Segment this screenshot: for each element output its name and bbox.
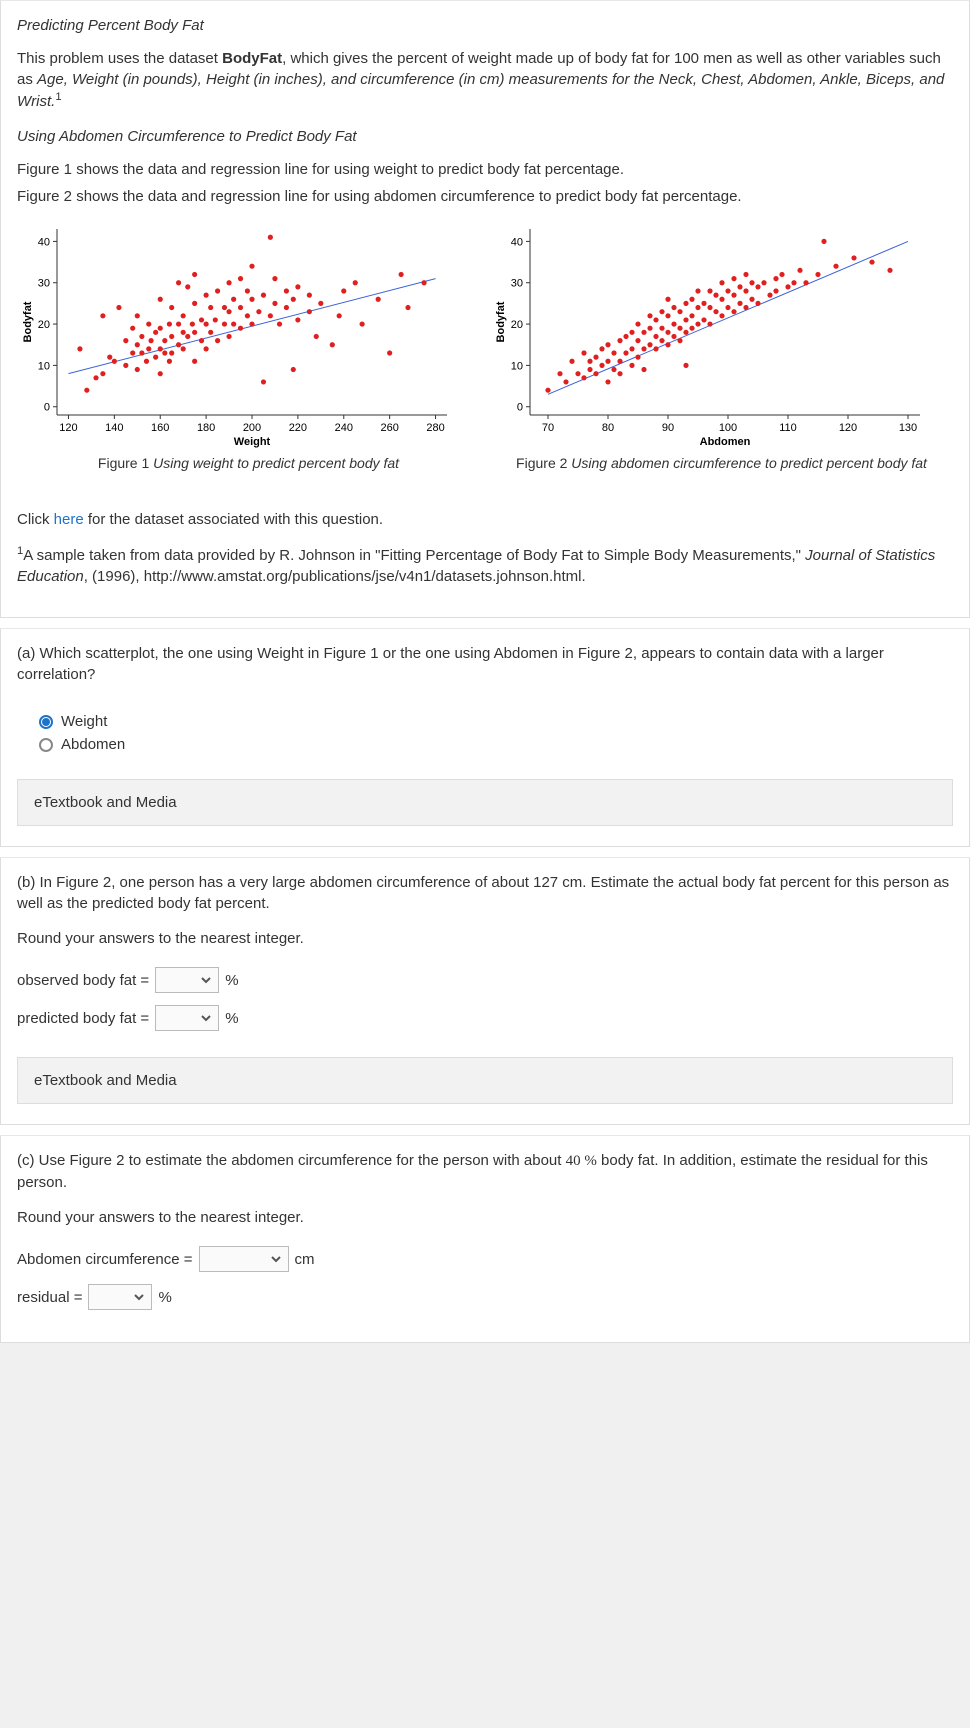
round-instruction: Round your answers to the nearest intege… xyxy=(17,1207,953,1228)
intro-paragraph-1: This problem uses the dataset BodyFat, w… xyxy=(17,48,953,112)
figure2-caption: Figure 2 Using abdomen circumference to … xyxy=(490,455,953,471)
abdomen-circ-input[interactable] xyxy=(199,1246,289,1272)
figure2-desc: Figure 2 shows the data and regression l… xyxy=(17,186,953,207)
figure1-desc: Figure 1 shows the data and regression l… xyxy=(17,159,953,180)
answer-label: Abdomen circumference = xyxy=(17,1251,193,1268)
figure2-scatterplot: 0 10 20 30 40 70 80 90 100 110 120 130 Bodyfat Abdome… xyxy=(490,221,930,451)
question-b-text: (b) In Figure 2, one person has a very l… xyxy=(17,872,953,914)
svg-text:0: 0 xyxy=(44,402,50,414)
answer-label: observed body fat = xyxy=(17,972,149,989)
radio-label: Abdomen xyxy=(61,736,125,753)
footnote-text: 1A sample taken from data provided by R.… xyxy=(17,544,953,587)
unit-label: % xyxy=(225,1010,238,1027)
intro-vars: Age, Weight (in pounds), Height (in inch… xyxy=(17,71,944,110)
chevron-down-icon xyxy=(198,1010,214,1026)
svg-text:280: 280 xyxy=(426,422,444,434)
predicted-bodyfat-row: predicted body fat = % xyxy=(17,1005,953,1031)
predicted-bodyfat-input[interactable] xyxy=(155,1005,219,1031)
svg-text:220: 220 xyxy=(289,422,307,434)
figure1-scatterplot: 0 10 20 30 40 120 140 160 180 200 220 240 260 280 Body… xyxy=(17,221,457,451)
svg-text:40: 40 xyxy=(511,236,523,248)
unit-label: cm xyxy=(295,1251,315,1268)
caption-label: Figure 1 xyxy=(98,455,153,471)
etextbook-media-button[interactable]: eTextbook and Media xyxy=(17,1057,953,1104)
svg-text:180: 180 xyxy=(197,422,215,434)
svg-text:110: 110 xyxy=(779,422,797,434)
svg-text:0: 0 xyxy=(517,402,523,414)
section-subhead: Using Abdomen Circumference to Predict B… xyxy=(17,126,953,147)
dataset-name: BodyFat xyxy=(222,50,282,67)
svg-text:70: 70 xyxy=(542,422,554,434)
svg-text:90: 90 xyxy=(662,422,674,434)
footnote-ref: 1 xyxy=(55,91,61,103)
svg-text:100: 100 xyxy=(719,422,737,434)
svg-text:10: 10 xyxy=(38,360,50,372)
observed-bodyfat-row: observed body fat = % xyxy=(17,967,953,993)
dataset-link-line: Click here for the dataset associated wi… xyxy=(17,509,953,530)
figure2-block: 0 10 20 30 40 70 80 90 100 110 120 130 Bodyfat Abdome… xyxy=(490,221,953,471)
unit-label: % xyxy=(225,972,238,989)
intro-text: This problem uses the dataset xyxy=(17,50,222,67)
svg-text:80: 80 xyxy=(602,422,614,434)
caption-label: Figure 2 xyxy=(516,455,571,471)
question-b-panel: (b) In Figure 2, one person has a very l… xyxy=(0,857,970,1125)
round-instruction: Round your answers to the nearest intege… xyxy=(17,928,953,949)
svg-text:Abdomen: Abdomen xyxy=(700,436,751,448)
svg-text:130: 130 xyxy=(899,422,917,434)
footnote-block: Click here for the dataset associated wi… xyxy=(17,509,953,587)
svg-text:240: 240 xyxy=(335,422,353,434)
observed-bodyfat-input[interactable] xyxy=(155,967,219,993)
question-c-panel: (c) Use Figure 2 to estimate the abdomen… xyxy=(0,1135,970,1343)
radio-group-a: Weight Abdomen xyxy=(39,713,953,753)
unit-label: % xyxy=(158,1289,171,1306)
answer-label: residual = xyxy=(17,1289,82,1306)
chevron-down-icon xyxy=(198,972,214,988)
text: A sample taken from data provided by R. … xyxy=(23,547,805,564)
svg-text:40: 40 xyxy=(38,236,50,248)
chevron-down-icon xyxy=(268,1251,284,1267)
charts-row: 010203040120140160180200220240260280Body… xyxy=(17,221,953,471)
page-title: Predicting Percent Body Fat xyxy=(17,15,953,36)
math-value: 40 % xyxy=(566,1153,597,1169)
etextbook-media-button[interactable]: eTextbook and Media xyxy=(17,779,953,826)
radio-option-abdomen[interactable]: Abdomen xyxy=(39,736,953,753)
dataset-link[interactable]: here xyxy=(54,511,84,528)
svg-text:120: 120 xyxy=(839,422,857,434)
figure1-caption: Figure 1 Using weight to predict percent… xyxy=(17,455,480,471)
svg-text:160: 160 xyxy=(151,422,169,434)
text: , (1996), http://www.amstat.org/publicat… xyxy=(84,568,586,585)
residual-row: residual = % xyxy=(17,1284,953,1310)
text: for the dataset associated with this que… xyxy=(84,511,383,528)
svg-text:Bodyfat: Bodyfat xyxy=(495,301,507,342)
text: Click xyxy=(17,511,54,528)
svg-text:Bodyfat: Bodyfat xyxy=(22,301,34,342)
caption-text: Using abdomen circumference to predict p… xyxy=(571,455,927,471)
answer-label: predicted body fat = xyxy=(17,1010,149,1027)
svg-text:200: 200 xyxy=(243,422,261,434)
radio-option-weight[interactable]: Weight xyxy=(39,713,953,730)
figure1-block: 0 10 20 30 40 120 140 160 180 200 220 240 260 280 Body… xyxy=(17,221,480,471)
question-a-panel: (a) Which scatterplot, the one using Wei… xyxy=(0,628,970,847)
svg-text:30: 30 xyxy=(38,278,50,290)
radio-icon xyxy=(39,715,53,729)
radio-icon xyxy=(39,738,53,752)
svg-text:120: 120 xyxy=(59,422,77,434)
svg-text:20: 20 xyxy=(511,319,523,331)
question-c-text: (c) Use Figure 2 to estimate the abdomen… xyxy=(17,1150,953,1193)
abdomen-circ-row: Abdomen circumference = cm xyxy=(17,1246,953,1272)
svg-text:Weight: Weight xyxy=(234,436,271,448)
svg-text:30: 30 xyxy=(511,278,523,290)
radio-label: Weight xyxy=(61,713,107,730)
residual-input[interactable] xyxy=(88,1284,152,1310)
svg-text:10: 10 xyxy=(511,360,523,372)
svg-text:20: 20 xyxy=(38,319,50,331)
chevron-down-icon xyxy=(131,1289,147,1305)
svg-text:140: 140 xyxy=(105,422,123,434)
intro-panel: Predicting Percent Body Fat This problem… xyxy=(0,0,970,618)
svg-text:260: 260 xyxy=(380,422,398,434)
text: (c) Use Figure 2 to estimate the abdomen… xyxy=(17,1152,566,1169)
question-a-text: (a) Which scatterplot, the one using Wei… xyxy=(17,643,953,685)
caption-text: Using weight to predict percent body fat xyxy=(153,455,399,471)
